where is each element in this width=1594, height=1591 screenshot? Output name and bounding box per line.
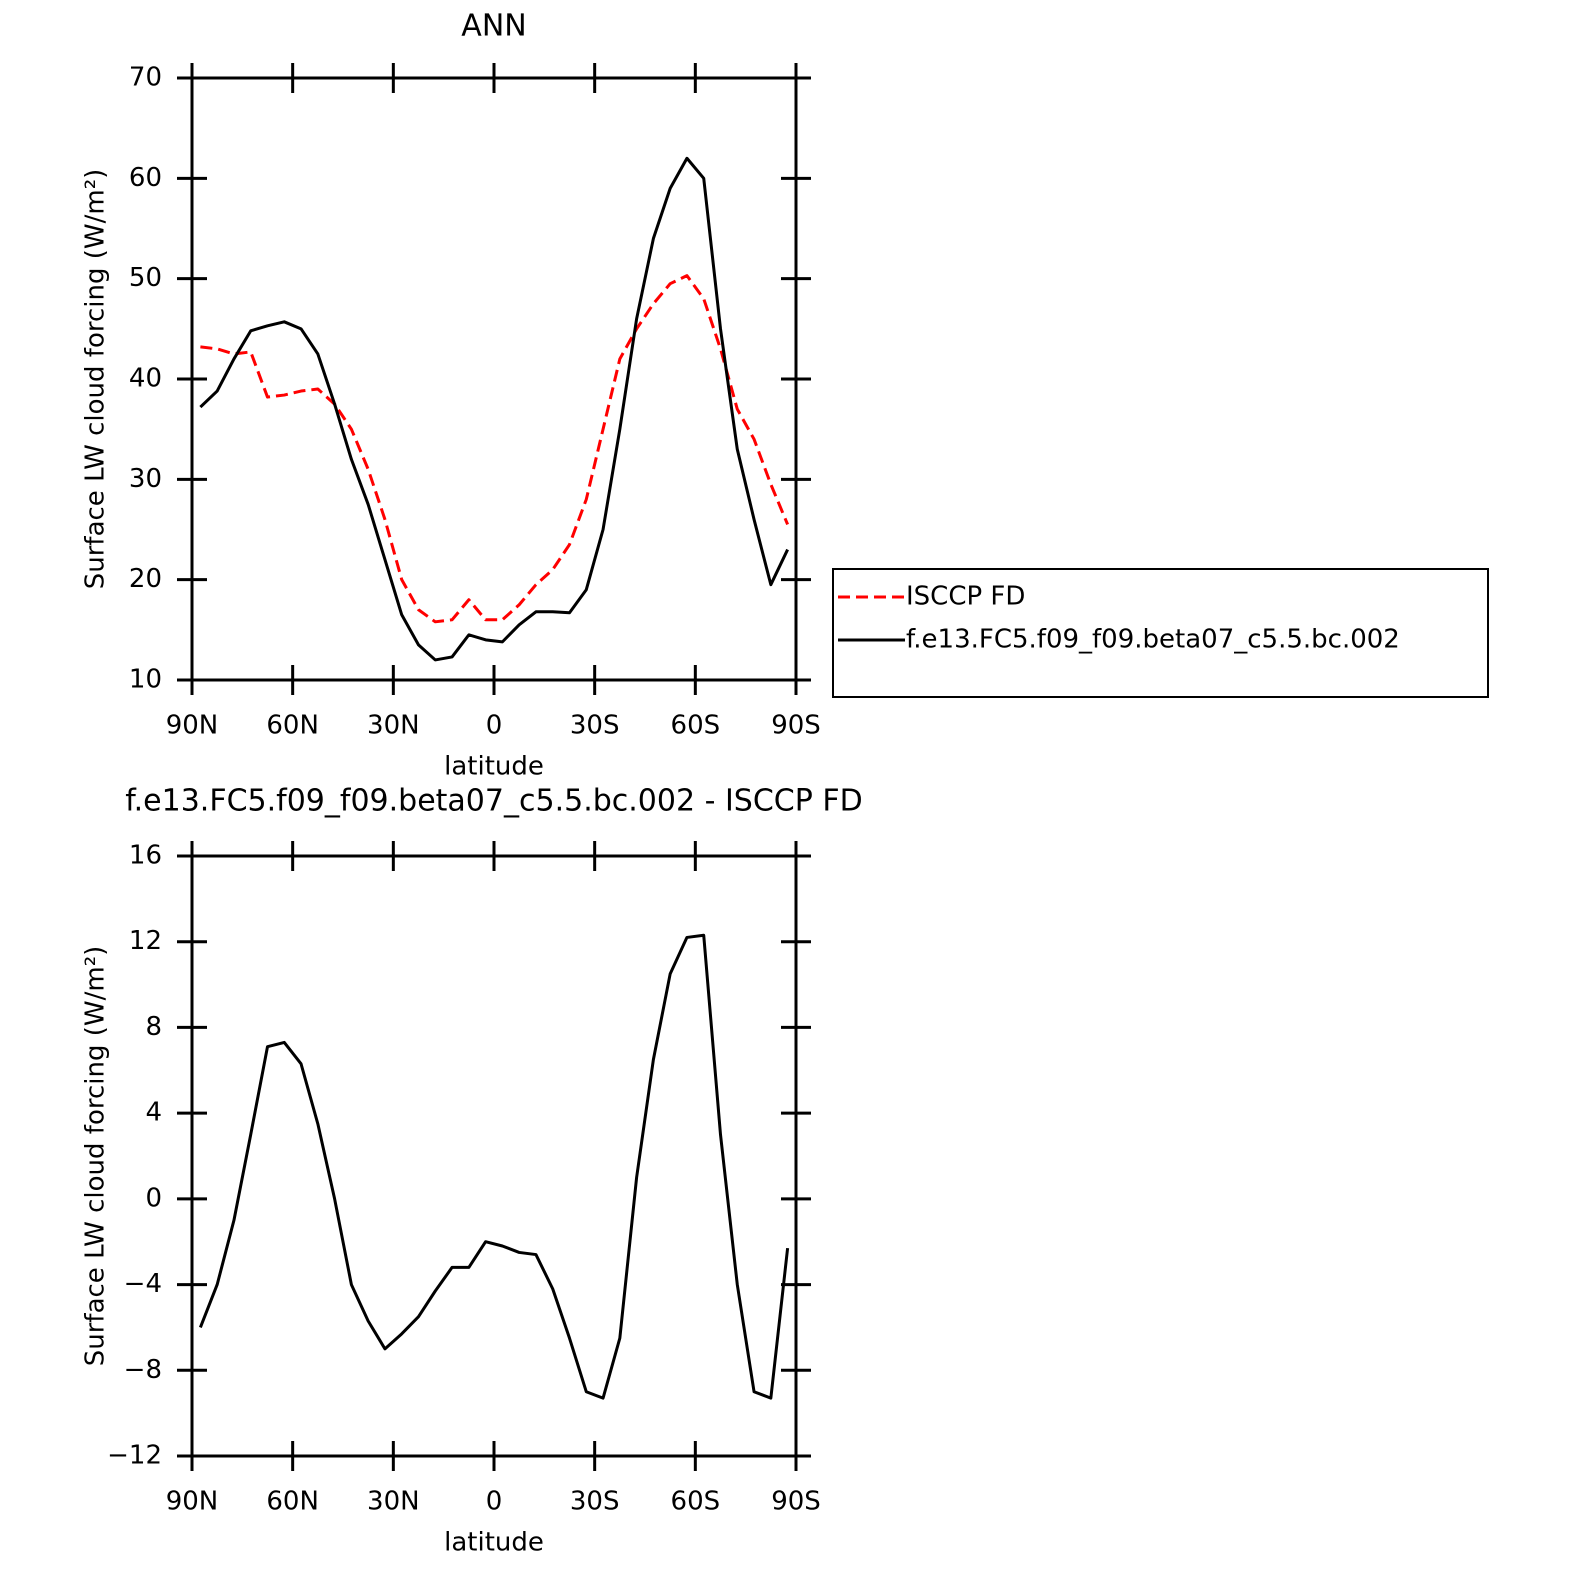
x-tick-label: 0 [486, 711, 503, 741]
y-tick-label: 30 [129, 464, 162, 494]
x-tick-label: 30S [570, 1487, 620, 1517]
y-tick-label: 70 [129, 63, 162, 93]
y-tick-label: 8 [145, 1012, 162, 1042]
y-tick-label: −8 [124, 1355, 162, 1385]
x-tick-label: 90S [771, 1487, 821, 1517]
y-tick-label: 4 [145, 1098, 162, 1128]
x-tick-label: 0 [486, 1487, 503, 1517]
chart-title: f.e13.FC5.f09_f09.beta07_c5.5.bc.002 - I… [125, 784, 862, 819]
x-tick-label: 90S [771, 711, 821, 741]
y-tick-label: 40 [129, 364, 162, 394]
y-tick-label: 12 [129, 926, 162, 956]
y-tick-label: −12 [107, 1441, 162, 1471]
data-line [198, 933, 790, 1400]
y-tick-label: 16 [129, 841, 162, 871]
y-tick-label: 50 [129, 263, 162, 293]
x-tick-label: 30S [570, 711, 620, 741]
y-tick-label: 10 [129, 665, 162, 695]
x-tick-label: 90N [166, 711, 219, 741]
legend-box [832, 568, 1489, 698]
x-tick-label: 90N [166, 1487, 219, 1517]
x-tick-label: 30N [367, 711, 420, 741]
data-line [200, 274, 789, 624]
y-axis-label: Surface LW cloud forcing (W/m²) [81, 169, 111, 590]
x-tick-label: 60S [671, 1487, 721, 1517]
y-axis-label: Surface LW cloud forcing (W/m²) [81, 946, 111, 1367]
data-line [199, 156, 789, 662]
x-tick-label: 60N [266, 711, 319, 741]
x-axis-label: latitude [444, 1528, 544, 1558]
x-tick-label: 60N [266, 1487, 319, 1517]
y-tick-label: 60 [129, 163, 162, 193]
x-tick-label: 60S [671, 711, 721, 741]
legend-label: f.e13.FC5.f09_f09.beta07_c5.5.bc.002 [906, 625, 1400, 655]
y-tick-label: 20 [129, 564, 162, 594]
legend-label: ISCCP FD [906, 582, 1025, 612]
plot-frame [190, 76, 798, 682]
y-tick-label: 0 [145, 1183, 162, 1213]
y-tick-label: −4 [124, 1269, 162, 1299]
x-tick-label: 30N [367, 1487, 420, 1517]
x-axis-label: latitude [444, 752, 544, 782]
chart-title: ANN [461, 9, 526, 44]
